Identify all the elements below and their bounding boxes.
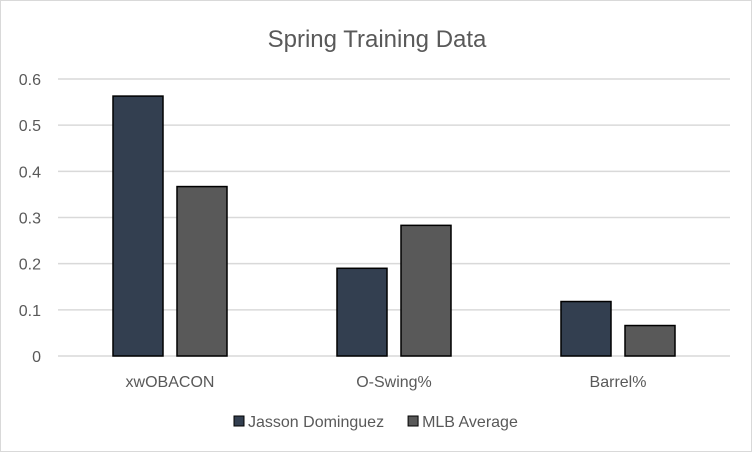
bars-group bbox=[112, 95, 676, 357]
chart-title: Spring Training Data bbox=[268, 26, 487, 53]
y-tick-label: 0.2 bbox=[19, 257, 41, 274]
bar bbox=[176, 185, 228, 357]
bar bbox=[400, 224, 452, 357]
bar bbox=[560, 300, 612, 357]
x-tick-label: Barrel% bbox=[590, 374, 647, 391]
legend-label: MLB Average bbox=[422, 414, 518, 431]
y-tick-label: 0 bbox=[32, 349, 41, 366]
bar bbox=[112, 95, 164, 357]
y-tick-label: 0.6 bbox=[19, 72, 41, 89]
y-tick-label: 0.4 bbox=[19, 164, 41, 181]
legend-swatch bbox=[407, 415, 419, 427]
bar bbox=[624, 324, 676, 357]
legend-label: Jasson Dominguez bbox=[248, 414, 384, 431]
legend-swatch bbox=[233, 415, 245, 427]
gridlines-group: 0 0.1 0.2 0.3 0.4 0.5 0.6 bbox=[19, 72, 730, 366]
y-tick-label: 0.1 bbox=[19, 303, 41, 320]
x-axis-labels: xwOBACON O-Swing% Barrel% bbox=[126, 374, 647, 391]
legend: Jasson Dominguez MLB Average bbox=[233, 414, 518, 431]
x-tick-label: O-Swing% bbox=[356, 374, 432, 391]
y-tick-label: 0.3 bbox=[19, 211, 41, 228]
x-tick-label: xwOBACON bbox=[126, 374, 215, 391]
y-tick-label: 0.5 bbox=[19, 118, 41, 135]
bar bbox=[336, 267, 388, 357]
